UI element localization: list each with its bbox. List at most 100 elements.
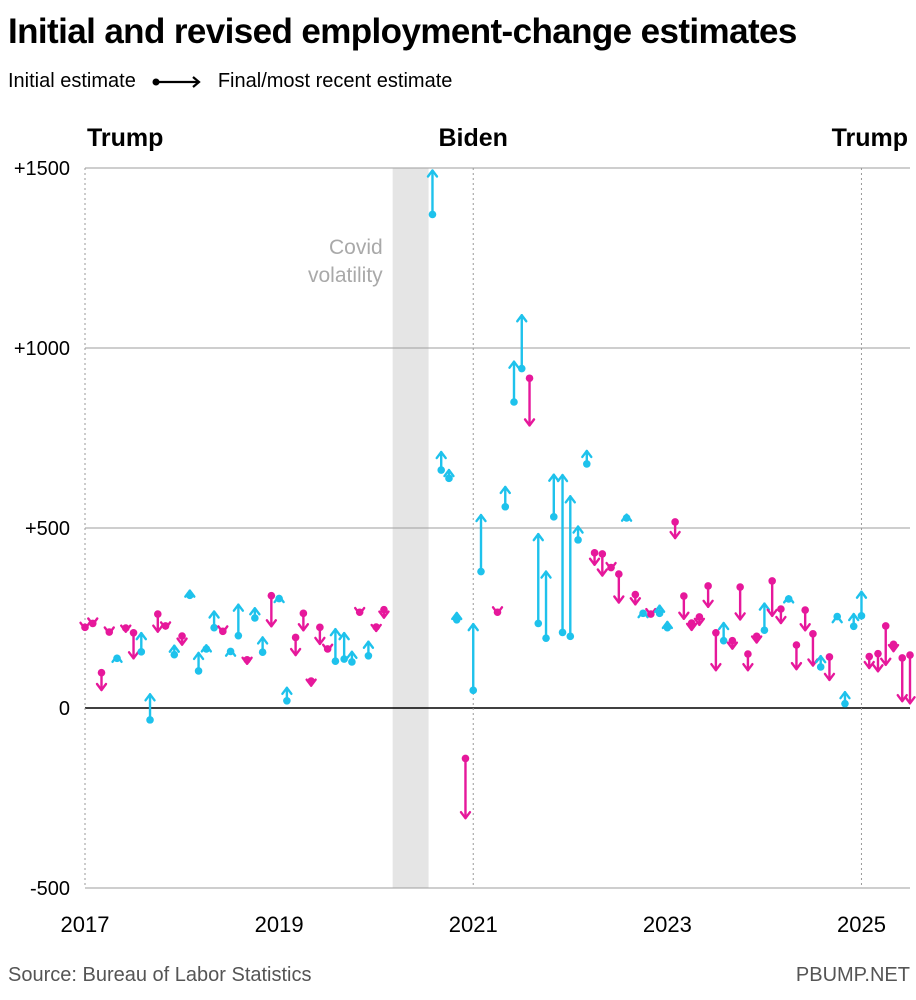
revision-arrow-down (314, 623, 326, 646)
dot-initial (121, 624, 130, 632)
arrowhead-final (516, 314, 528, 323)
arrowhead-final (726, 641, 739, 650)
dot-initial (105, 628, 114, 636)
arrowhead-final (839, 690, 851, 700)
arrowhead-final (475, 513, 487, 523)
revision-arrow-up (815, 654, 827, 671)
dot-initial (194, 667, 203, 675)
dot-initial (452, 616, 461, 624)
dot-initial (889, 640, 898, 649)
dot-initial (631, 590, 640, 599)
revision-arrow-up (443, 468, 455, 483)
revision-arrow-up (273, 594, 285, 604)
revision-arrow-down (766, 577, 778, 618)
dot-initial (372, 623, 380, 631)
revision-arrow-up (532, 532, 544, 628)
revision-arrow-down (896, 654, 908, 703)
revision-arrow-up (782, 595, 795, 604)
revision-arrow-down (353, 606, 366, 617)
dot-initial (267, 591, 276, 600)
arrowhead-final (265, 619, 278, 628)
revision-arrow-down (613, 570, 625, 604)
dot-initial (243, 655, 251, 664)
arrowhead-final (208, 610, 220, 619)
dot-initial (615, 570, 623, 578)
arrowhead-final (815, 654, 827, 664)
revision-arrow-up (540, 570, 552, 642)
dot-initial (81, 623, 89, 632)
legend: Initial estimate Final/most recent estim… (8, 70, 452, 93)
legend-initial-label: Initial estimate (8, 70, 136, 92)
dot-initial (574, 536, 582, 544)
dot-initial (299, 609, 308, 618)
dot-initial (760, 626, 769, 635)
revision-arrow-down (693, 613, 706, 627)
dot-initial (809, 630, 817, 638)
dot-initial (542, 634, 550, 642)
dot-initial (97, 668, 106, 677)
revision-arrow-down (289, 633, 302, 657)
arrowhead-final (904, 696, 916, 705)
y-tick-label: -500 (30, 878, 70, 900)
revision-arrow-down (710, 628, 722, 672)
revision-arrow-down (87, 617, 99, 628)
dot-initial (752, 632, 761, 641)
arrowhead-final (669, 530, 681, 540)
revision-arrow-up (346, 650, 358, 666)
revision-arrow-down (750, 632, 763, 644)
legend-arrow-icon (152, 75, 201, 88)
revision-arrow-down (588, 549, 601, 566)
revision-arrow-up (224, 647, 237, 657)
dot-initial (340, 655, 348, 663)
arrowhead-final (653, 604, 666, 613)
dot-initial (849, 622, 858, 631)
arrowhead-final (887, 643, 900, 653)
term-label: Trump (832, 124, 908, 152)
arrowhead-final (548, 473, 560, 482)
revision-arrow-up (564, 495, 576, 641)
revision-arrow-up (581, 449, 593, 468)
revision-arrow-down (265, 591, 278, 628)
dot-initial (234, 631, 243, 640)
revision-arrow-down (459, 754, 472, 820)
arrowhead-final (297, 623, 310, 632)
arrowhead-final (880, 657, 892, 666)
dot-initial (825, 653, 834, 661)
arrowhead-final (872, 664, 884, 673)
arrowhead-final (710, 663, 722, 672)
arrowhead-final (564, 495, 576, 504)
arrowhead-final (176, 637, 188, 646)
dot-initial (704, 582, 712, 590)
revision-arrow-down (629, 590, 642, 606)
revision-arrow-down (176, 632, 188, 646)
revision-arrow-down (491, 606, 504, 617)
revision-arrow-down (378, 605, 390, 619)
dot-initial (153, 610, 162, 618)
revision-arrow-up (620, 513, 633, 522)
x-tick-label: 2025 (837, 912, 886, 937)
dot-initial (777, 605, 785, 613)
revision-arrow-down (217, 625, 229, 636)
revision-arrow-up (467, 622, 479, 695)
revision-arrow-up (426, 169, 439, 219)
arrowhead-final (144, 693, 156, 702)
revision-arrow-up (256, 636, 269, 656)
dot-initial (607, 563, 615, 572)
arrowhead-final (168, 644, 180, 653)
dot-initial (898, 654, 907, 662)
revision-arrow-up (661, 620, 674, 632)
arrowhead-final (443, 468, 455, 478)
dot-initial (816, 663, 825, 671)
arrowhead-final (742, 663, 754, 672)
revision-arrow-up (208, 610, 220, 632)
dot-initial (323, 645, 332, 653)
dot-initial (307, 677, 315, 685)
revision-arrow-down (120, 624, 132, 633)
arrowhead-final (249, 607, 261, 616)
arrowhead-final (848, 612, 860, 622)
dot-initial (784, 595, 793, 603)
revision-arrow-up (499, 485, 511, 511)
revision-arrow-up (338, 631, 350, 663)
dot-initial (792, 641, 801, 649)
dot-initial (355, 608, 364, 617)
